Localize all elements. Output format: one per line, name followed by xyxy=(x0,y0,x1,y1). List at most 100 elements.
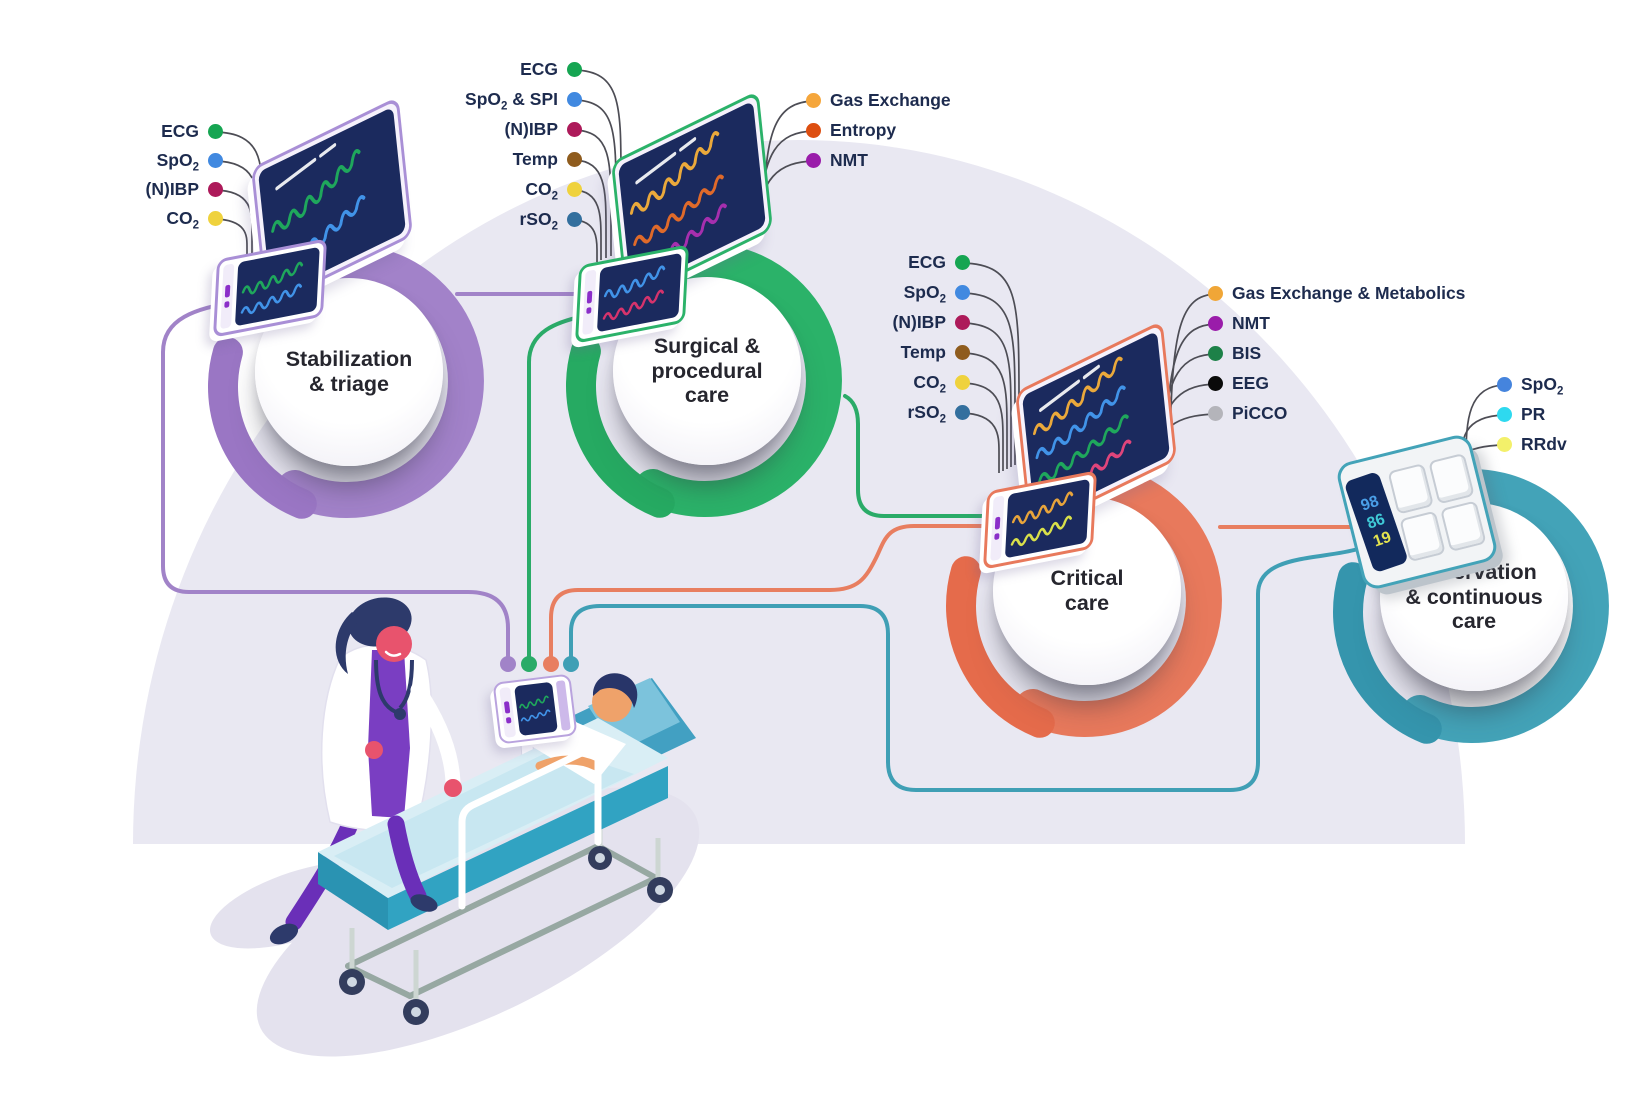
nurse-back-shoe xyxy=(269,923,299,945)
param-dot-n-ibp xyxy=(567,121,582,137)
param-dot-bis xyxy=(1208,345,1223,361)
param-dot-gas-exchange xyxy=(806,92,821,108)
bedside-monitor-screen xyxy=(514,681,558,737)
param-label-ecg: ECG xyxy=(161,120,199,141)
handheld-buttons xyxy=(990,495,1005,562)
param-nmt: NMT xyxy=(1208,310,1270,336)
param-dot-temp xyxy=(567,151,582,167)
param-dot-rso2 xyxy=(567,211,582,227)
param-dot-eeg xyxy=(1208,375,1223,391)
param-label-rso2: rSO2 xyxy=(907,401,946,425)
param-dot-spo2 xyxy=(1497,376,1512,392)
param-rso2: rSO2 xyxy=(907,399,970,425)
param-dot-pr xyxy=(1497,406,1512,422)
param-dot-ecg xyxy=(567,61,582,77)
param-spo2-spi: SpO2 & SPI xyxy=(465,86,582,112)
param-label-temp: Temp xyxy=(512,148,558,169)
param-dot-co2 xyxy=(955,374,970,390)
param-rso2: rSO2 xyxy=(519,206,582,232)
param-dot-nmt xyxy=(1208,315,1223,331)
param-dot-temp xyxy=(955,344,970,360)
param-dot-gas-exchange-metabolics xyxy=(1208,285,1223,301)
param-co2: CO2 xyxy=(166,205,223,231)
handheld-buttons xyxy=(582,269,597,336)
param-label-nmt: NMT xyxy=(830,149,868,170)
param-bis: BIS xyxy=(1208,340,1261,366)
critical-handheld-monitor xyxy=(982,470,1098,570)
param-label-spo2: SpO2 xyxy=(1521,373,1564,397)
param-label-ecg: ECG xyxy=(908,251,946,272)
param-label-n-ibp: (N)IBP xyxy=(145,178,199,199)
param-dot-co2 xyxy=(567,181,582,197)
param-dot-co2 xyxy=(208,210,223,226)
param-pr: PR xyxy=(1497,401,1545,427)
param-n-ibp: (N)IBP xyxy=(146,176,223,202)
param-dot-spo2-spi xyxy=(567,91,582,107)
param-label-co2: CO2 xyxy=(166,207,199,231)
param-label-co2: CO2 xyxy=(525,178,558,202)
param-dot-rso2 xyxy=(955,404,970,420)
bedside-transport-monitor xyxy=(492,673,578,745)
param-label-eeg: EEG xyxy=(1232,372,1269,393)
wearable-reading: 19 xyxy=(1371,528,1394,551)
param-label-bis: BIS xyxy=(1232,342,1262,363)
stage-title-stabilization-triage: Stabilization & triage xyxy=(285,347,413,396)
param-spo2: SpO2 xyxy=(904,279,970,305)
param-dot-n-ibp xyxy=(208,181,223,197)
param-ecg: ECG xyxy=(161,118,223,144)
param-label-co2: CO2 xyxy=(913,371,946,395)
param-eeg: EEG xyxy=(1208,370,1269,396)
param-co2: CO2 xyxy=(913,369,970,395)
param-label-entropy: Entropy xyxy=(830,119,897,140)
param-n-ibp: (N)IBP xyxy=(893,309,970,335)
param-label-gas-exchange: Gas Exchange xyxy=(830,89,951,110)
nurse-front-shoe xyxy=(410,894,438,912)
sensor-tile xyxy=(1439,499,1487,552)
param-label-spo2: SpO2 xyxy=(156,149,199,173)
param-label-gas-exchange-metabolics: Gas Exchange & Metabolics xyxy=(1232,282,1466,303)
param-label-temp: Temp xyxy=(900,341,946,362)
handheld-buttons xyxy=(220,263,235,330)
param-gas-exchange-metabolics: Gas Exchange & Metabolics xyxy=(1208,280,1465,306)
param-label-nmt: NMT xyxy=(1232,312,1270,333)
param-dot-ecg xyxy=(955,254,970,270)
param-spo2: SpO2 xyxy=(157,147,223,173)
param-label-spo2-spi: SpO2 & SPI xyxy=(465,88,558,112)
handheld-screen xyxy=(596,252,682,333)
stabilization-handheld-monitor xyxy=(212,238,328,338)
param-spo2: SpO2 xyxy=(1497,371,1563,397)
param-label-picco: PiCCO xyxy=(1232,402,1288,423)
bed-wheels xyxy=(339,846,673,1025)
handheld-buttons xyxy=(499,686,517,738)
param-label-pr: PR xyxy=(1521,403,1546,424)
param-dot-entropy xyxy=(806,122,821,138)
param-label-rso2: rSO2 xyxy=(519,208,558,232)
param-temp: Temp xyxy=(901,339,970,365)
param-temp: Temp xyxy=(513,146,582,172)
param-nmt: NMT xyxy=(806,147,868,173)
param-ecg: ECG xyxy=(520,56,582,82)
stage-circle-surgical-procedural-care: Surgical & procedural care xyxy=(613,277,801,465)
param-label-rrdv: RRdv xyxy=(1521,433,1567,454)
param-dot-picco xyxy=(1208,405,1223,421)
param-n-ibp: (N)IBP xyxy=(505,116,582,142)
param-ecg: ECG xyxy=(908,249,970,275)
param-dot-ecg xyxy=(208,123,223,139)
param-co2: CO2 xyxy=(525,176,582,202)
param-dot-rrdv xyxy=(1497,436,1512,452)
param-dot-nmt xyxy=(806,152,821,168)
sensor-tile xyxy=(1387,462,1434,515)
param-label-n-ibp: (N)IBP xyxy=(892,311,946,332)
param-label-n-ibp: (N)IBP xyxy=(504,118,558,139)
param-rrdv: RRdv xyxy=(1497,431,1567,457)
stage-title-critical-care: Critical care xyxy=(1050,566,1124,615)
surgical-handheld-monitor xyxy=(574,244,690,344)
param-dot-n-ibp xyxy=(955,314,970,330)
param-gas-exchange: Gas Exchange xyxy=(806,87,951,113)
handheld-screen xyxy=(234,246,320,327)
param-entropy: Entropy xyxy=(806,117,896,143)
param-label-spo2: SpO2 xyxy=(903,281,946,305)
bed-undercarriage xyxy=(345,843,659,999)
param-dot-spo2 xyxy=(955,284,970,300)
